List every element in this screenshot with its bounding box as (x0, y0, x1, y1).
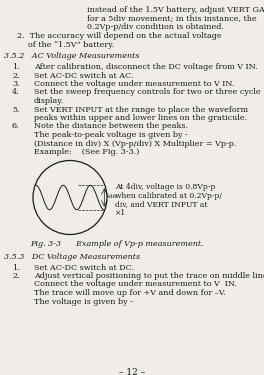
Text: Example:    (See Fig. 3-3.): Example: (See Fig. 3-3.) (34, 148, 139, 156)
Text: At 4div, voltage is 0.8Vp-p: At 4div, voltage is 0.8Vp-p (115, 183, 215, 191)
Text: 2.: 2. (12, 272, 20, 280)
Text: 4.: 4. (12, 88, 20, 96)
Text: Connect the voltage under measurement to V  IN.: Connect the voltage under measurement to… (34, 280, 237, 288)
Text: Set the sweep frequency controls for two or three cycle: Set the sweep frequency controls for two… (34, 88, 261, 96)
Text: of the “1.5V” battery.: of the “1.5V” battery. (28, 41, 114, 49)
Text: div, and VERT INPUT at: div, and VERT INPUT at (115, 200, 208, 208)
Text: Fig. 3-3      Example of Vp-p measurement.: Fig. 3-3 Example of Vp-p measurement. (30, 240, 204, 249)
Text: 1.: 1. (12, 264, 20, 272)
Text: 2.  The accuracy will depend on the actual voltage: 2. The accuracy will depend on the actua… (17, 33, 221, 40)
Text: for a 5div movement; in this instance, the: for a 5div movement; in this instance, t… (87, 15, 257, 22)
Text: The voltage is given by -: The voltage is given by - (34, 297, 133, 306)
Text: – 12 –: – 12 – (119, 368, 145, 375)
Text: 1.: 1. (12, 63, 20, 71)
Text: Note the distance between the peaks.: Note the distance between the peaks. (34, 123, 188, 130)
Text: The trace will move up for +V and down for –V.: The trace will move up for +V and down f… (34, 289, 226, 297)
Text: Set AC-DC switch at AC.: Set AC-DC switch at AC. (34, 72, 133, 80)
Text: 5.: 5. (12, 105, 20, 114)
Text: 2.: 2. (12, 72, 20, 80)
Text: 0.2Vp-p/div condition is obtained.: 0.2Vp-p/div condition is obtained. (87, 23, 224, 31)
Text: 3.: 3. (12, 80, 20, 88)
Text: 3.5.2   AC Voltage Measurements: 3.5.2 AC Voltage Measurements (4, 53, 139, 60)
Text: when calibrated at 0.2Vp-p/: when calibrated at 0.2Vp-p/ (115, 192, 222, 200)
Text: Set AC-DC switch at DC.: Set AC-DC switch at DC. (34, 264, 134, 272)
Text: The peak-to-peak voltage is given by -: The peak-to-peak voltage is given by - (34, 131, 188, 139)
Text: 6.: 6. (12, 123, 20, 130)
Text: (Distance in div) X (Vp-p/div) X Multiplier = Vp-p.: (Distance in div) X (Vp-p/div) X Multipl… (34, 140, 236, 147)
Text: After calibration, disconnect the DC voltage from V IN.: After calibration, disconnect the DC vol… (34, 63, 258, 71)
Text: peaks within upper and lower lines on the graticule.: peaks within upper and lower lines on th… (34, 114, 247, 122)
Text: Connect the voltage under measurement to V IN.: Connect the voltage under measurement to… (34, 80, 234, 88)
Text: +div: +div (105, 194, 117, 198)
Text: Adjust vertical positioning to put the trace on middle line,: Adjust vertical positioning to put the t… (34, 272, 264, 280)
Text: ×1: ×1 (115, 209, 126, 217)
Text: Set VERT INPUT at the range to place the waveform: Set VERT INPUT at the range to place the… (34, 105, 248, 114)
Text: display.: display. (34, 97, 64, 105)
Text: 3.5.3   DC Voltage Measurements: 3.5.3 DC Voltage Measurements (4, 253, 140, 261)
Text: instead of the 1.5V battery, adjust VERT GAIN: instead of the 1.5V battery, adjust VERT… (87, 6, 264, 14)
